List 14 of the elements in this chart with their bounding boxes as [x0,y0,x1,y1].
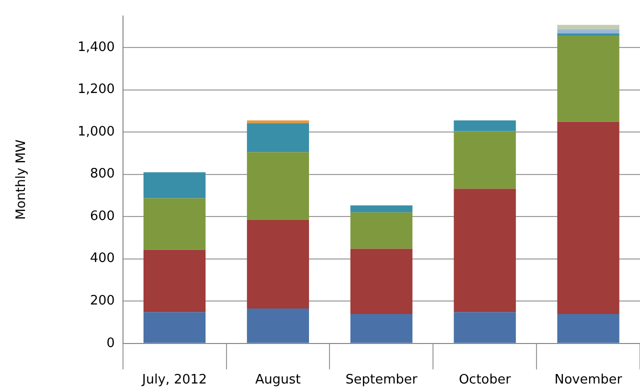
x-tick-label: October [458,372,512,388]
x-tick-label: November [554,372,623,388]
y-tick-label: 200 [90,294,115,309]
y-tick-label: 800 [90,166,115,182]
y-tick-label: 600 [90,208,115,224]
y-tick-label: 1,000 [78,124,115,140]
x-tick-label: September [345,372,418,388]
y-tick-label: 1,400 [78,40,115,55]
y-axis-title: Monthly MW [14,139,30,220]
x-tick-label: July, 2012 [141,372,207,388]
y-tick-label: 1,200 [78,82,115,98]
y-tick-label: 400 [90,251,115,266]
y-tick-label: 0 [106,336,115,351]
x-tick-label: August [255,372,301,388]
